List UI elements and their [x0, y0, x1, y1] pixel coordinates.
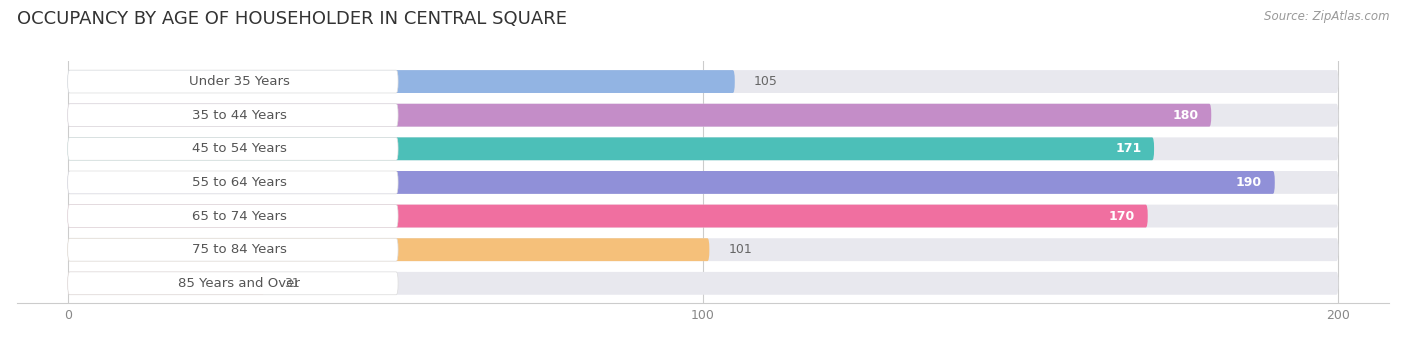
Text: Source: ZipAtlas.com: Source: ZipAtlas.com: [1264, 10, 1389, 23]
Text: 190: 190: [1236, 176, 1263, 189]
Text: 31: 31: [284, 277, 299, 290]
FancyBboxPatch shape: [67, 272, 1339, 295]
Text: 55 to 64 Years: 55 to 64 Years: [191, 176, 287, 189]
FancyBboxPatch shape: [67, 104, 1211, 127]
Text: 180: 180: [1173, 109, 1198, 122]
FancyBboxPatch shape: [67, 238, 710, 261]
FancyBboxPatch shape: [67, 205, 398, 227]
FancyBboxPatch shape: [67, 171, 1275, 194]
Text: 75 to 84 Years: 75 to 84 Years: [191, 243, 287, 256]
FancyBboxPatch shape: [67, 104, 1339, 127]
Text: 45 to 54 Years: 45 to 54 Years: [191, 142, 287, 155]
FancyBboxPatch shape: [67, 137, 1339, 160]
Text: Under 35 Years: Under 35 Years: [188, 75, 290, 88]
FancyBboxPatch shape: [67, 238, 398, 261]
Text: 171: 171: [1115, 142, 1142, 155]
FancyBboxPatch shape: [67, 137, 1154, 160]
Text: 105: 105: [754, 75, 778, 88]
Text: 170: 170: [1109, 210, 1135, 223]
FancyBboxPatch shape: [67, 171, 1339, 194]
FancyBboxPatch shape: [67, 171, 398, 194]
FancyBboxPatch shape: [67, 205, 1339, 227]
Text: 35 to 44 Years: 35 to 44 Years: [191, 109, 287, 122]
FancyBboxPatch shape: [67, 70, 735, 93]
FancyBboxPatch shape: [67, 70, 398, 93]
FancyBboxPatch shape: [67, 104, 398, 127]
FancyBboxPatch shape: [67, 137, 398, 160]
FancyBboxPatch shape: [67, 272, 264, 295]
Text: 65 to 74 Years: 65 to 74 Years: [191, 210, 287, 223]
Text: OCCUPANCY BY AGE OF HOUSEHOLDER IN CENTRAL SQUARE: OCCUPANCY BY AGE OF HOUSEHOLDER IN CENTR…: [17, 10, 567, 28]
Text: 85 Years and Over: 85 Years and Over: [179, 277, 299, 290]
FancyBboxPatch shape: [67, 205, 1147, 227]
FancyBboxPatch shape: [67, 70, 1339, 93]
FancyBboxPatch shape: [67, 272, 398, 295]
Text: 101: 101: [728, 243, 752, 256]
FancyBboxPatch shape: [67, 238, 1339, 261]
